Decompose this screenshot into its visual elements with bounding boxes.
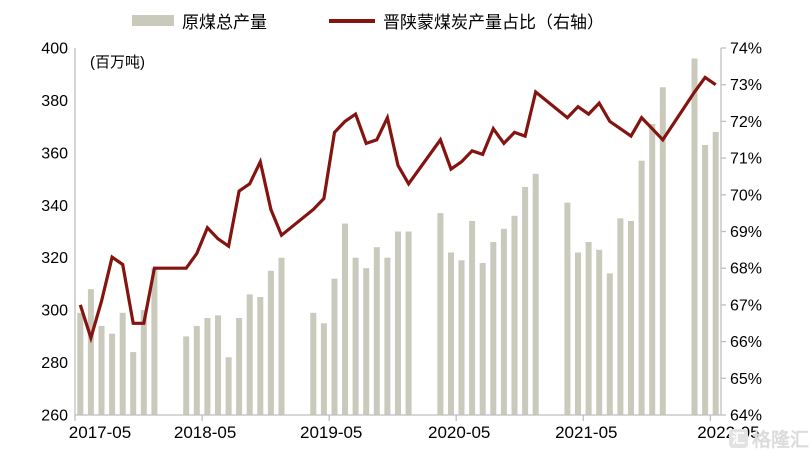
production-bar-2017-06: [87, 289, 94, 415]
legend-label-share: 晋陕蒙煤炭产量占比（右轴）: [383, 13, 604, 32]
watermark-logo-icon: 汇: [728, 429, 748, 448]
production-bar-2019-10: [384, 257, 391, 415]
production-bar-2021-05: [585, 242, 592, 415]
production-bar-2018-04: [193, 325, 200, 415]
production-bar-2021-03: [564, 202, 571, 415]
bar-swatch: [132, 15, 174, 26]
production-bar-2019-12: [405, 231, 412, 415]
production-bar-2020-11: [522, 186, 529, 415]
production-bar-2021-06: [596, 249, 603, 415]
left-axis-unit-label: (百万吨): [90, 54, 145, 71]
production-bar-2017-11: [140, 310, 147, 415]
left-axis-tick-label: 280: [41, 355, 68, 372]
production-bar-2018-05: [204, 318, 211, 415]
left-axis-tick-label: 400: [41, 41, 68, 58]
production-bar-2017-09: [119, 312, 126, 415]
production-bar-2018-07: [225, 357, 232, 415]
chart-legend: 原煤总产量 晋陕蒙煤炭产量占比（右轴）: [132, 8, 604, 33]
production-bar-2019-06: [342, 223, 348, 415]
right-axis-tick-label: 74%: [730, 41, 762, 58]
production-bar-2022-03: [691, 58, 698, 415]
production-bar-2017-05: [77, 312, 84, 415]
x-axis-tick-label: 2020-05: [428, 423, 490, 442]
production-bar-2017-12: [151, 268, 158, 415]
production-bar-2019-04: [320, 323, 327, 416]
production-bar-2019-08: [363, 268, 370, 415]
right-axis-tick-label: 64%: [730, 408, 762, 425]
legend-item-production: 原煤总产量: [132, 8, 267, 33]
legend-label-production: 原煤总产量: [182, 13, 267, 32]
production-bar-2019-09: [373, 247, 380, 415]
production-bar-2022-04: [702, 145, 709, 415]
production-bar-2021-04: [575, 252, 581, 415]
left-axis-tick-label: 340: [41, 198, 68, 215]
left-axis-tick-label: 300: [41, 303, 68, 320]
production-bar-2018-06: [215, 315, 221, 415]
right-axis-tick-label: 73%: [730, 77, 762, 94]
production-bar-2020-06: [469, 221, 476, 415]
production-bar-2021-09: [628, 221, 634, 415]
x-axis-tick-label: 2019-05: [300, 423, 362, 442]
left-axis-tick-label: 360: [41, 145, 68, 162]
production-bar-2020-12: [532, 173, 539, 415]
production-bar-2022-05: [712, 131, 719, 415]
production-bar-2020-08: [490, 242, 497, 415]
production-bar-2021-10: [638, 160, 645, 415]
right-axis-tick-label: 67%: [730, 297, 762, 314]
production-bar-2020-04: [448, 252, 454, 415]
production-bar-2021-07: [606, 273, 613, 415]
right-axis-tick-label: 66%: [730, 334, 762, 351]
production-bar-2021-08: [617, 218, 624, 415]
x-axis-tick-label: 2021-05: [555, 423, 617, 442]
left-axis-tick-label: 260: [41, 408, 68, 425]
production-bar-2020-03: [437, 213, 444, 415]
production-bar-2019-07: [352, 257, 359, 415]
production-bar-2020-07: [479, 263, 486, 415]
production-bar-2018-08: [236, 318, 243, 415]
production-bar-2018-10: [257, 297, 264, 415]
production-bar-2017-08: [109, 333, 116, 415]
line-swatch: [329, 18, 375, 23]
x-axis-tick-label: 2017-05: [69, 423, 131, 442]
left-axis-tick-label: 320: [41, 250, 68, 267]
x-axis-tick-label: 2018-05: [174, 423, 236, 442]
production-bar-2020-10: [511, 215, 518, 415]
production-bar-2020-05: [458, 260, 465, 415]
production-bar-2020-09: [500, 228, 507, 415]
watermark-text: 格隆汇: [751, 430, 809, 451]
share-line: [78, 75, 717, 344]
right-axis-tick-label: 65%: [730, 371, 762, 388]
right-axis-tick-label: 70%: [730, 187, 762, 204]
production-bar-2019-05: [331, 278, 338, 415]
right-axis-tick-label: 69%: [730, 224, 762, 241]
legend-item-share: 晋陕蒙煤炭产量占比（右轴）: [329, 8, 604, 33]
production-bar-2019-11: [395, 231, 401, 415]
watermark: 汇 格隆汇: [728, 425, 809, 452]
production-bar-2019-03: [310, 312, 317, 415]
production-bar-2017-07: [98, 325, 105, 415]
production-bar-2018-03: [183, 336, 190, 415]
production-bar-2021-12: [659, 87, 666, 416]
production-bar-2017-10: [130, 352, 137, 415]
right-axis-tick-label: 68%: [730, 261, 762, 278]
right-axis-tick-label: 72%: [730, 114, 762, 131]
production-bar-2018-11: [267, 270, 274, 415]
right-axis-tick-label: 71%: [730, 151, 762, 168]
production-bar-2018-12: [278, 257, 285, 415]
production-bar-2021-11: [649, 124, 656, 415]
left-axis-tick-label: 380: [41, 93, 68, 110]
production-bar-2018-09: [246, 294, 253, 415]
